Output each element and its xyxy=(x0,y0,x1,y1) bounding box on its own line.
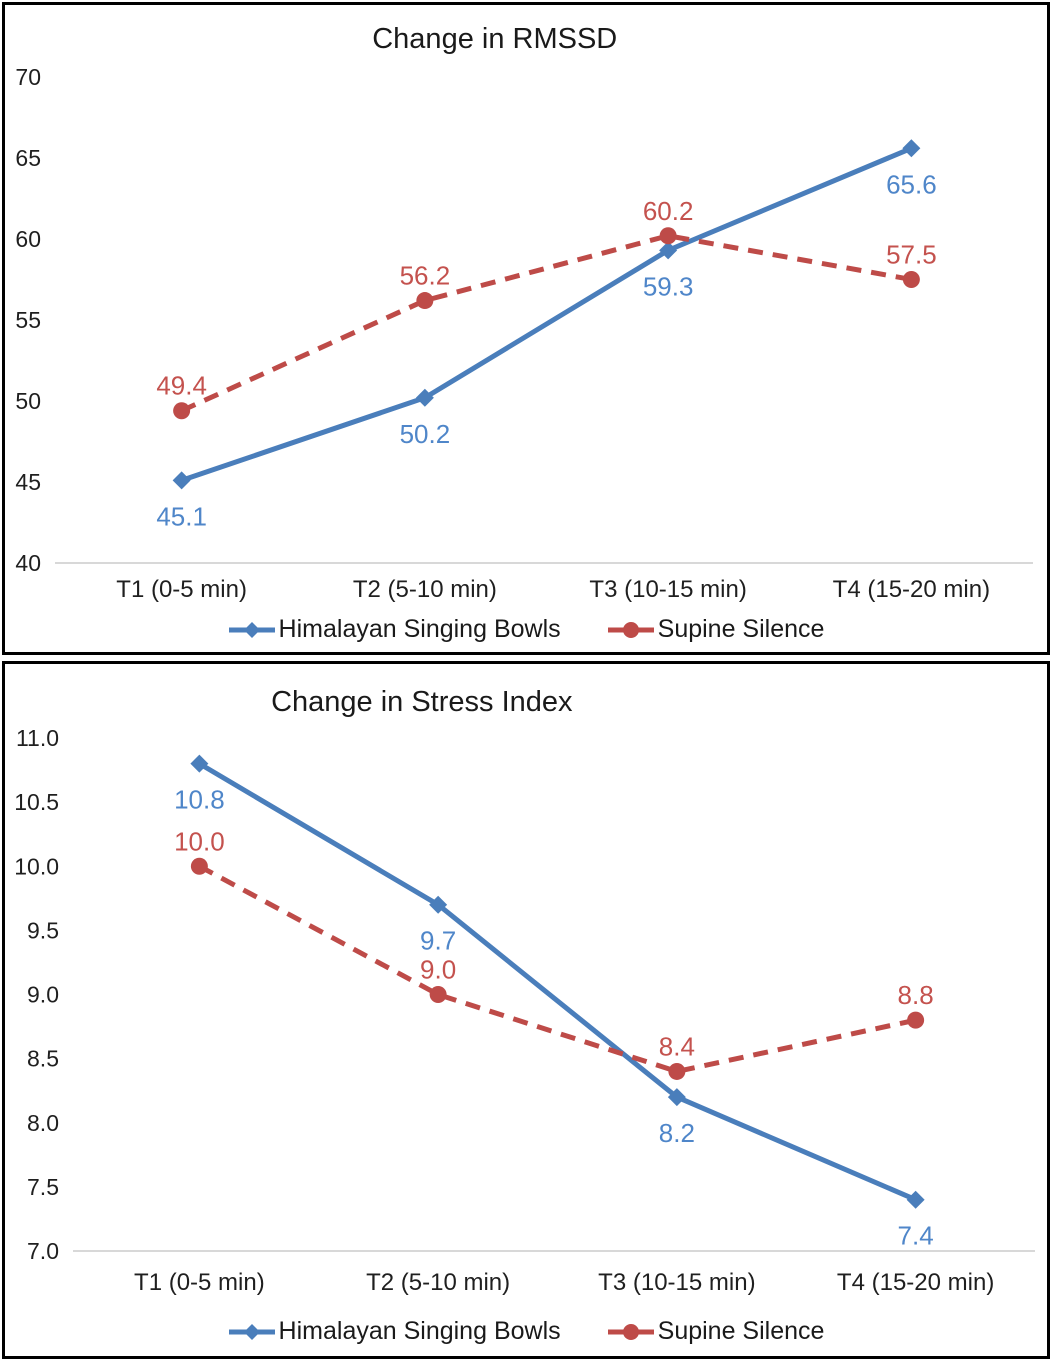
y-tick-label: 7.5 xyxy=(27,1174,59,1200)
circle-marker xyxy=(173,402,191,420)
stress-index-chart-plot: 11.0 10.5 10.0 9.5 9.0 8.5 8.0 7.5 7.0 T1 (0-5 mi… xyxy=(14,725,1035,1296)
legend-circle xyxy=(622,621,639,638)
stress-index-chart-panel: Change in Stress Index 11.0 10.5 10.0 9.5 9.… xyxy=(2,661,1050,1359)
x-axis-label: T4 (15-20 min) xyxy=(837,1269,994,1296)
stress-index-chart-title: Change in Stress Index xyxy=(271,686,573,718)
diamond-marker xyxy=(172,471,191,490)
y-tick-label: 60 xyxy=(15,226,41,252)
x-axis-label: T1 (0-5 min) xyxy=(134,1269,265,1296)
stress-index-chart-legend: Himalayan Singing Bowls Supine Silence xyxy=(5,1317,1047,1346)
data-label: 10.0 xyxy=(174,826,225,856)
series-line xyxy=(198,761,917,1202)
y-tick-label: 7.0 xyxy=(27,1238,59,1264)
legend-diamond xyxy=(243,1323,260,1340)
y-tick-label: 40 xyxy=(15,550,41,576)
circle-marker xyxy=(429,986,447,1003)
data-label: 65.6 xyxy=(886,169,937,199)
data-label: 7.4 xyxy=(898,1221,934,1251)
rmssd-chart-legend: Himalayan Singing Bowls Supine Silence xyxy=(5,615,1047,644)
y-tick-label: 10.5 xyxy=(14,789,59,815)
legend-label: Himalayan Singing Bowls xyxy=(278,1317,561,1345)
y-tick-label: 10.0 xyxy=(14,853,59,879)
y-tick-label: 45 xyxy=(15,469,41,495)
legend-item-supine-silence: Supine Silence xyxy=(607,615,825,644)
y-tick-label: 50 xyxy=(15,388,41,414)
blue-diamond-line-icon xyxy=(228,620,276,640)
x-axis-label: T2 (5-10 min) xyxy=(366,1269,510,1296)
y-tick-label: 65 xyxy=(15,145,41,171)
diamond-marker xyxy=(190,754,209,773)
data-label: 9.7 xyxy=(420,926,456,956)
data-label: 8.2 xyxy=(659,1118,695,1148)
red-circle-line-icon xyxy=(607,1322,655,1342)
legend-marker-glyph xyxy=(228,621,275,638)
legend-marker-glyph xyxy=(228,1323,275,1340)
series-line xyxy=(198,864,917,1075)
legend-item-himalayan-singing-bowls: Himalayan Singing Bowls xyxy=(228,1317,561,1346)
y-tick-label: 8.5 xyxy=(27,1046,59,1072)
y-tick-label: 9.0 xyxy=(27,982,59,1008)
legend-diamond xyxy=(243,621,260,638)
series-line xyxy=(180,233,912,413)
circle-marker xyxy=(902,271,920,288)
circle-marker xyxy=(659,227,677,245)
data-label: 59.3 xyxy=(643,271,694,301)
data-label: 60.2 xyxy=(643,196,694,226)
data-label: 45.1 xyxy=(156,501,207,531)
data-label: 10.8 xyxy=(174,785,225,815)
circle-marker xyxy=(190,857,208,875)
diamond-marker xyxy=(659,241,678,260)
diamond-marker xyxy=(906,1190,925,1209)
legend-label: Supine Silence xyxy=(657,1317,825,1345)
y-tick-label: 8.0 xyxy=(27,1110,59,1136)
legend-circle xyxy=(622,1323,639,1340)
series-line xyxy=(180,145,913,483)
legend-marker-glyph xyxy=(607,621,654,638)
y-tick-label: 70 xyxy=(15,64,41,90)
y-tick-label: 55 xyxy=(15,307,41,333)
x-axis-label: T3 (10-15 min) xyxy=(598,1269,755,1296)
legend-label: Himalayan Singing Bowls xyxy=(278,615,561,643)
circle-marker xyxy=(416,292,434,310)
data-label: 49.4 xyxy=(156,371,207,401)
diamond-marker xyxy=(429,895,448,914)
data-label: 8.4 xyxy=(659,1031,695,1061)
legend-label: Supine Silence xyxy=(657,615,825,643)
data-label: 57.5 xyxy=(886,240,937,270)
rmssd-chart-title: Change in RMSSD xyxy=(372,23,618,55)
red-circle-line-icon xyxy=(607,620,655,640)
x-axis-label: T2 (5-10 min) xyxy=(353,576,497,603)
circle-marker xyxy=(907,1011,925,1029)
diamond-marker xyxy=(902,139,921,158)
y-tick-label: 9.5 xyxy=(27,917,59,943)
blue-diamond-line-icon xyxy=(228,1322,276,1342)
diamond-marker xyxy=(667,1088,686,1107)
x-axis-label: T1 (0-5 min) xyxy=(116,576,247,603)
circle-marker xyxy=(668,1062,686,1080)
legend-item-supine-silence: Supine Silence xyxy=(607,1317,825,1346)
data-label: 9.0 xyxy=(420,955,456,985)
rmssd-chart-plot: 70 65 60 55 50 45 40 T1 (0-5 min) T2 (5-10 min) T… xyxy=(15,64,1033,603)
diamond-marker xyxy=(415,388,434,407)
data-label: 50.2 xyxy=(400,419,451,449)
data-label: 8.8 xyxy=(898,980,934,1010)
data-label: 56.2 xyxy=(400,261,451,291)
legend-item-himalayan-singing-bowls: Himalayan Singing Bowls xyxy=(228,615,561,644)
legend-marker-glyph xyxy=(607,1323,654,1340)
y-tick-label: 11.0 xyxy=(16,725,59,751)
rmssd-chart-panel: Change in RMSSD 70 65 60 55 50 45 40 T1 (0-5 mi… xyxy=(2,2,1050,655)
x-axis-label: T4 (15-20 min) xyxy=(833,576,990,603)
x-axis-label: T3 (10-15 min) xyxy=(589,576,746,603)
